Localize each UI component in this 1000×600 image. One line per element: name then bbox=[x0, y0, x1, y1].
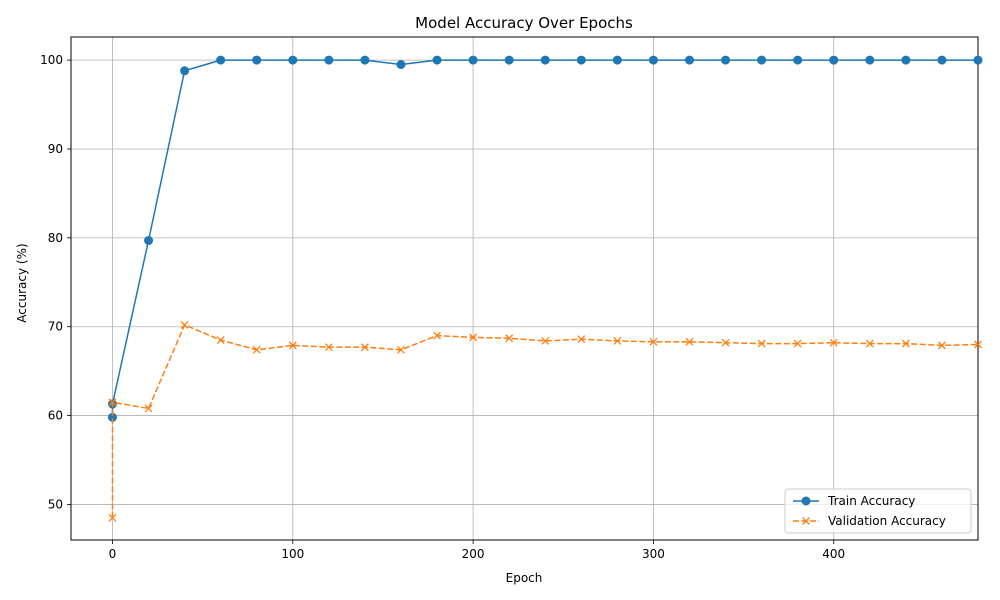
validation-accuracy-point bbox=[793, 339, 802, 348]
validation-accuracy-point bbox=[757, 339, 766, 348]
validation-accuracy-point bbox=[397, 345, 405, 354]
train-accuracy-point bbox=[216, 55, 226, 65]
x-tick-label: 200 bbox=[462, 547, 485, 561]
train-accuracy-point bbox=[612, 55, 622, 65]
y-tick-label: 90 bbox=[48, 142, 63, 156]
train-accuracy-point bbox=[288, 55, 298, 65]
validation-accuracy-line bbox=[111, 324, 979, 518]
validation-accuracy-point bbox=[108, 398, 117, 407]
plot-area-frame bbox=[70, 36, 979, 541]
validation-accuracy-point bbox=[649, 337, 658, 346]
train-accuracy-line bbox=[111, 59, 978, 418]
legend: Train Accuracy Validation Accuracy bbox=[784, 488, 972, 534]
validation-accuracy-legend-marker bbox=[802, 517, 810, 525]
validation-accuracy-point bbox=[577, 335, 586, 344]
x-tick-label: 100 bbox=[281, 547, 304, 561]
tick-layer: 01002003004005005060708090100 bbox=[40, 53, 845, 561]
legend-box bbox=[784, 488, 972, 534]
train-accuracy-point bbox=[180, 66, 190, 76]
train-accuracy-point bbox=[360, 55, 370, 65]
train-accuracy-point bbox=[540, 55, 550, 65]
train-accuracy-series bbox=[107, 55, 983, 422]
y-tick-label: 50 bbox=[48, 497, 63, 511]
validation-accuracy-point bbox=[324, 343, 333, 352]
validation-accuracy-point bbox=[360, 343, 369, 352]
validation-accuracy-point bbox=[937, 341, 946, 350]
train-accuracy-point bbox=[793, 55, 803, 65]
train-accuracy-legend-marker bbox=[801, 496, 811, 506]
x-tick-label: 300 bbox=[642, 547, 665, 561]
validation-accuracy-point bbox=[144, 404, 153, 413]
train-accuracy-point bbox=[648, 55, 658, 65]
validation-accuracy-point bbox=[829, 338, 838, 347]
validation-accuracy-point bbox=[613, 336, 622, 345]
x-tick-label: 0 bbox=[109, 547, 117, 561]
train-accuracy-point bbox=[901, 55, 911, 65]
validation-accuracy-series bbox=[108, 320, 982, 522]
train-accuracy-point bbox=[504, 55, 514, 65]
validation-accuracy-point bbox=[685, 337, 694, 346]
validation-accuracy-point bbox=[252, 345, 261, 354]
y-axis-label: Accuracy (%) bbox=[15, 243, 29, 322]
validation-accuracy-point bbox=[505, 334, 514, 343]
train-accuracy-point bbox=[252, 55, 262, 65]
validation-accuracy-point bbox=[721, 338, 730, 347]
train-accuracy-point bbox=[432, 55, 442, 65]
train-accuracy-legend-label: Train Accuracy bbox=[827, 494, 915, 508]
train-accuracy-point bbox=[576, 55, 586, 65]
y-tick-label: 70 bbox=[48, 320, 63, 334]
train-accuracy-point bbox=[324, 55, 334, 65]
x-axis-label: Epoch bbox=[506, 571, 543, 585]
train-accuracy-point bbox=[396, 60, 406, 70]
chart-title: Model Accuracy Over Epochs bbox=[415, 14, 633, 32]
validation-accuracy-point bbox=[216, 336, 225, 345]
validation-accuracy-point bbox=[541, 336, 550, 345]
y-tick-label: 60 bbox=[48, 409, 63, 423]
train-accuracy-point bbox=[829, 55, 839, 65]
validation-accuracy-point bbox=[433, 331, 442, 340]
train-accuracy-point bbox=[468, 55, 478, 65]
validation-accuracy-point bbox=[865, 339, 874, 348]
train-accuracy-point bbox=[144, 236, 154, 246]
validation-accuracy-point bbox=[469, 333, 478, 342]
train-accuracy-point bbox=[757, 55, 767, 65]
train-accuracy-point bbox=[721, 55, 731, 65]
x-tick-label: 400 bbox=[822, 547, 845, 561]
validation-accuracy-point bbox=[288, 341, 297, 350]
train-accuracy-point bbox=[684, 55, 694, 65]
train-accuracy-point bbox=[865, 55, 875, 65]
series-layer bbox=[107, 55, 983, 522]
validation-accuracy-legend-label: Validation Accuracy bbox=[828, 514, 946, 528]
train-accuracy-point bbox=[937, 55, 947, 65]
y-tick-label: 80 bbox=[48, 231, 63, 245]
validation-accuracy-point bbox=[974, 340, 982, 349]
y-tick-label: 100 bbox=[40, 53, 63, 67]
validation-accuracy-point bbox=[108, 513, 117, 522]
train-accuracy-point bbox=[973, 55, 983, 65]
validation-accuracy-point bbox=[901, 339, 910, 348]
validation-accuracy-point bbox=[180, 320, 189, 329]
